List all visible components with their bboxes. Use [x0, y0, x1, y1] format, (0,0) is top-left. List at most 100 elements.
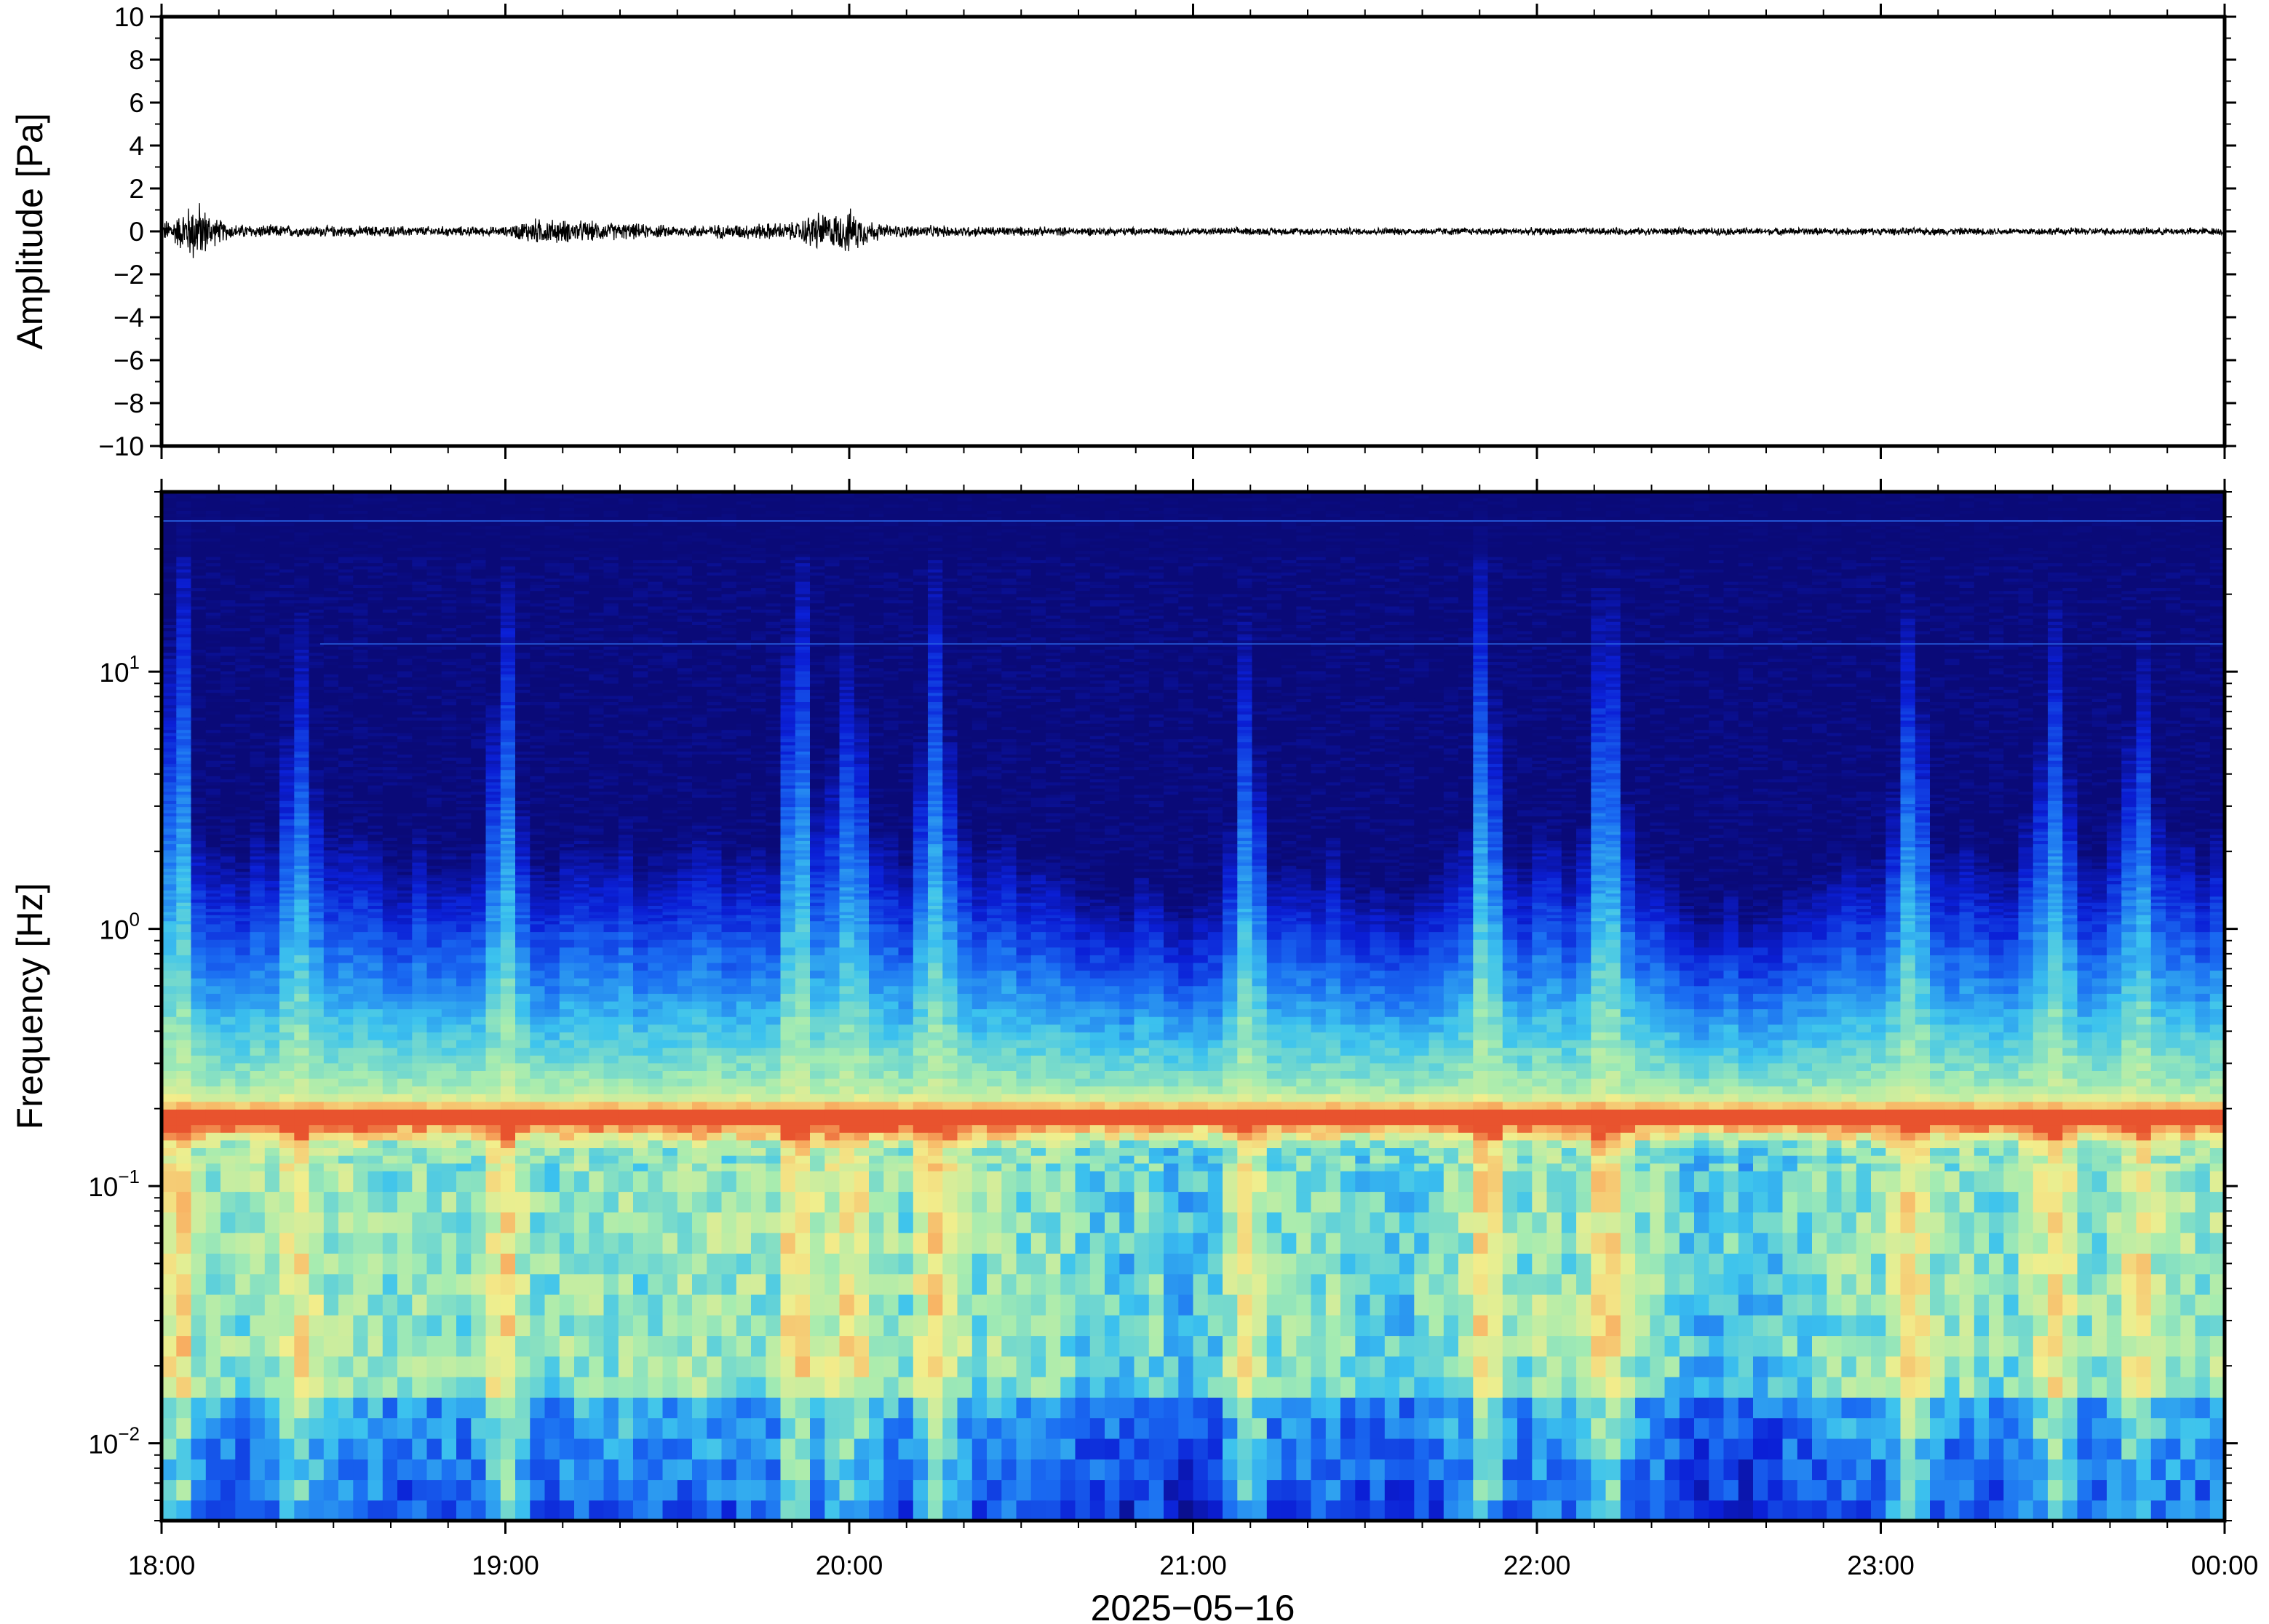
spectrogram-cell	[250, 649, 266, 653]
spectrogram-cell	[515, 846, 531, 851]
spectrogram-cell	[191, 1124, 207, 1133]
spectrogram-cell	[485, 850, 501, 853]
spectrogram-cell	[456, 602, 472, 607]
spectrogram-cell	[515, 649, 531, 653]
spectrogram-cell	[279, 748, 295, 752]
spectrogram-cell	[353, 1335, 369, 1357]
spectrogram-cell	[515, 696, 531, 699]
spectrogram-cell	[426, 819, 442, 823]
spectrogram-cell	[412, 754, 428, 758]
spectrogram-cell	[205, 1016, 221, 1025]
spectrogram-cell	[456, 655, 472, 659]
spectrogram-cell	[397, 630, 413, 634]
spectrogram-cell	[250, 627, 266, 632]
spectrogram-cell	[412, 634, 428, 637]
spectrogram-cell	[382, 1101, 398, 1110]
spectrogram-cell	[279, 739, 295, 743]
spectrogram-cell	[456, 828, 472, 832]
spectrogram-cell	[426, 834, 442, 838]
spectrogram-cell	[338, 630, 354, 634]
spectrogram-cell	[235, 1171, 251, 1193]
spectrogram-cell	[220, 816, 236, 820]
spectrogram-cell	[294, 862, 310, 866]
spectrogram-cell	[367, 707, 384, 712]
spectrogram-cell	[456, 720, 472, 724]
spectrogram-cell	[412, 880, 428, 885]
spectrogram-cell	[309, 560, 325, 564]
spectrogram-cell	[294, 1155, 310, 1164]
spectrogram-cell	[338, 993, 354, 1002]
spectrogram-cell	[485, 562, 501, 567]
spectrogram-cell	[338, 1233, 354, 1254]
spectrogram-cell	[323, 686, 339, 690]
spectrogram-cell	[205, 887, 221, 891]
spectrogram-cell	[485, 584, 501, 589]
spectrogram-cell	[250, 1024, 266, 1032]
spectrogram-cell	[205, 538, 221, 542]
spectrogram-cell	[250, 729, 266, 733]
spectrogram-cell	[367, 516, 384, 520]
spectrogram-cell	[264, 1377, 280, 1398]
spectrogram-cell	[235, 1024, 251, 1032]
spectrogram-cell	[309, 590, 325, 594]
spectrogram-cell	[471, 763, 487, 768]
spectrogram-cell	[367, 587, 384, 592]
spectrogram-cell	[264, 538, 280, 542]
spectrogram-cell	[397, 788, 413, 792]
spectrogram-cell	[426, 871, 442, 875]
spectrogram-cell	[353, 828, 369, 832]
spectrogram-cell	[441, 584, 457, 589]
spectrogram-cell	[500, 769, 516, 773]
spectrogram-cell	[412, 1233, 428, 1254]
spectrogram-cell	[500, 763, 516, 768]
spectrogram-cell	[235, 565, 251, 570]
spectrogram-cell	[397, 704, 413, 709]
spectrogram-cell	[426, 825, 442, 829]
spectrogram-cell	[220, 739, 236, 743]
spectrogram-cell	[264, 962, 280, 971]
spectrogram-cell	[397, 522, 413, 527]
spectrogram-cell	[397, 868, 413, 872]
spectrogram-cell	[426, 624, 442, 629]
spectrogram-cell	[471, 1273, 487, 1295]
spectrogram-cell	[397, 701, 413, 706]
spectrogram-cell	[500, 1032, 516, 1040]
spectrogram-cell	[397, 1000, 413, 1010]
spectrogram-cell	[235, 1315, 251, 1337]
spectrogram-cell	[353, 630, 369, 634]
spectrogram-cell	[205, 609, 221, 613]
spectrogram-cell	[323, 714, 339, 718]
spectrogram-cell	[309, 1315, 325, 1337]
spectrogram-cell	[279, 584, 295, 589]
spectrogram-cell	[176, 621, 192, 625]
spectrogram-cell	[515, 624, 531, 629]
spectrogram-cell	[353, 1008, 369, 1017]
spectrogram-cell	[485, 587, 501, 592]
spectrogram-cell	[338, 840, 354, 845]
spectrogram-cell	[456, 931, 472, 940]
spectrogram-cell	[500, 627, 516, 632]
spectrogram-cell	[235, 578, 251, 582]
spectrogram-cell	[426, 803, 442, 808]
spectrogram-cell	[205, 602, 221, 607]
spectrogram-cell	[456, 1147, 472, 1156]
spectrogram-cell	[485, 819, 501, 823]
spectrogram-cell	[264, 1047, 280, 1056]
spectrogram-cell	[515, 701, 531, 706]
spectrogram-cell	[191, 846, 207, 851]
spectrogram-cell	[338, 597, 354, 600]
spectrogram-cell	[250, 834, 266, 838]
spectrogram-cell	[176, 1155, 192, 1164]
spectrogram-cell	[294, 880, 310, 885]
spectrogram-cell	[456, 729, 472, 733]
spectrogram-cell	[456, 831, 472, 835]
spectrogram-cell	[426, 781, 442, 786]
spectrogram-cell	[323, 853, 339, 857]
spectrogram-cell	[515, 661, 531, 666]
spectrogram-cell	[279, 871, 295, 875]
spectrogram-cell	[515, 773, 531, 776]
spectrogram-cell	[264, 501, 280, 505]
spectrogram-cell	[485, 962, 501, 971]
spectrogram-cell	[382, 671, 398, 674]
spectrogram-cell	[530, 911, 546, 915]
